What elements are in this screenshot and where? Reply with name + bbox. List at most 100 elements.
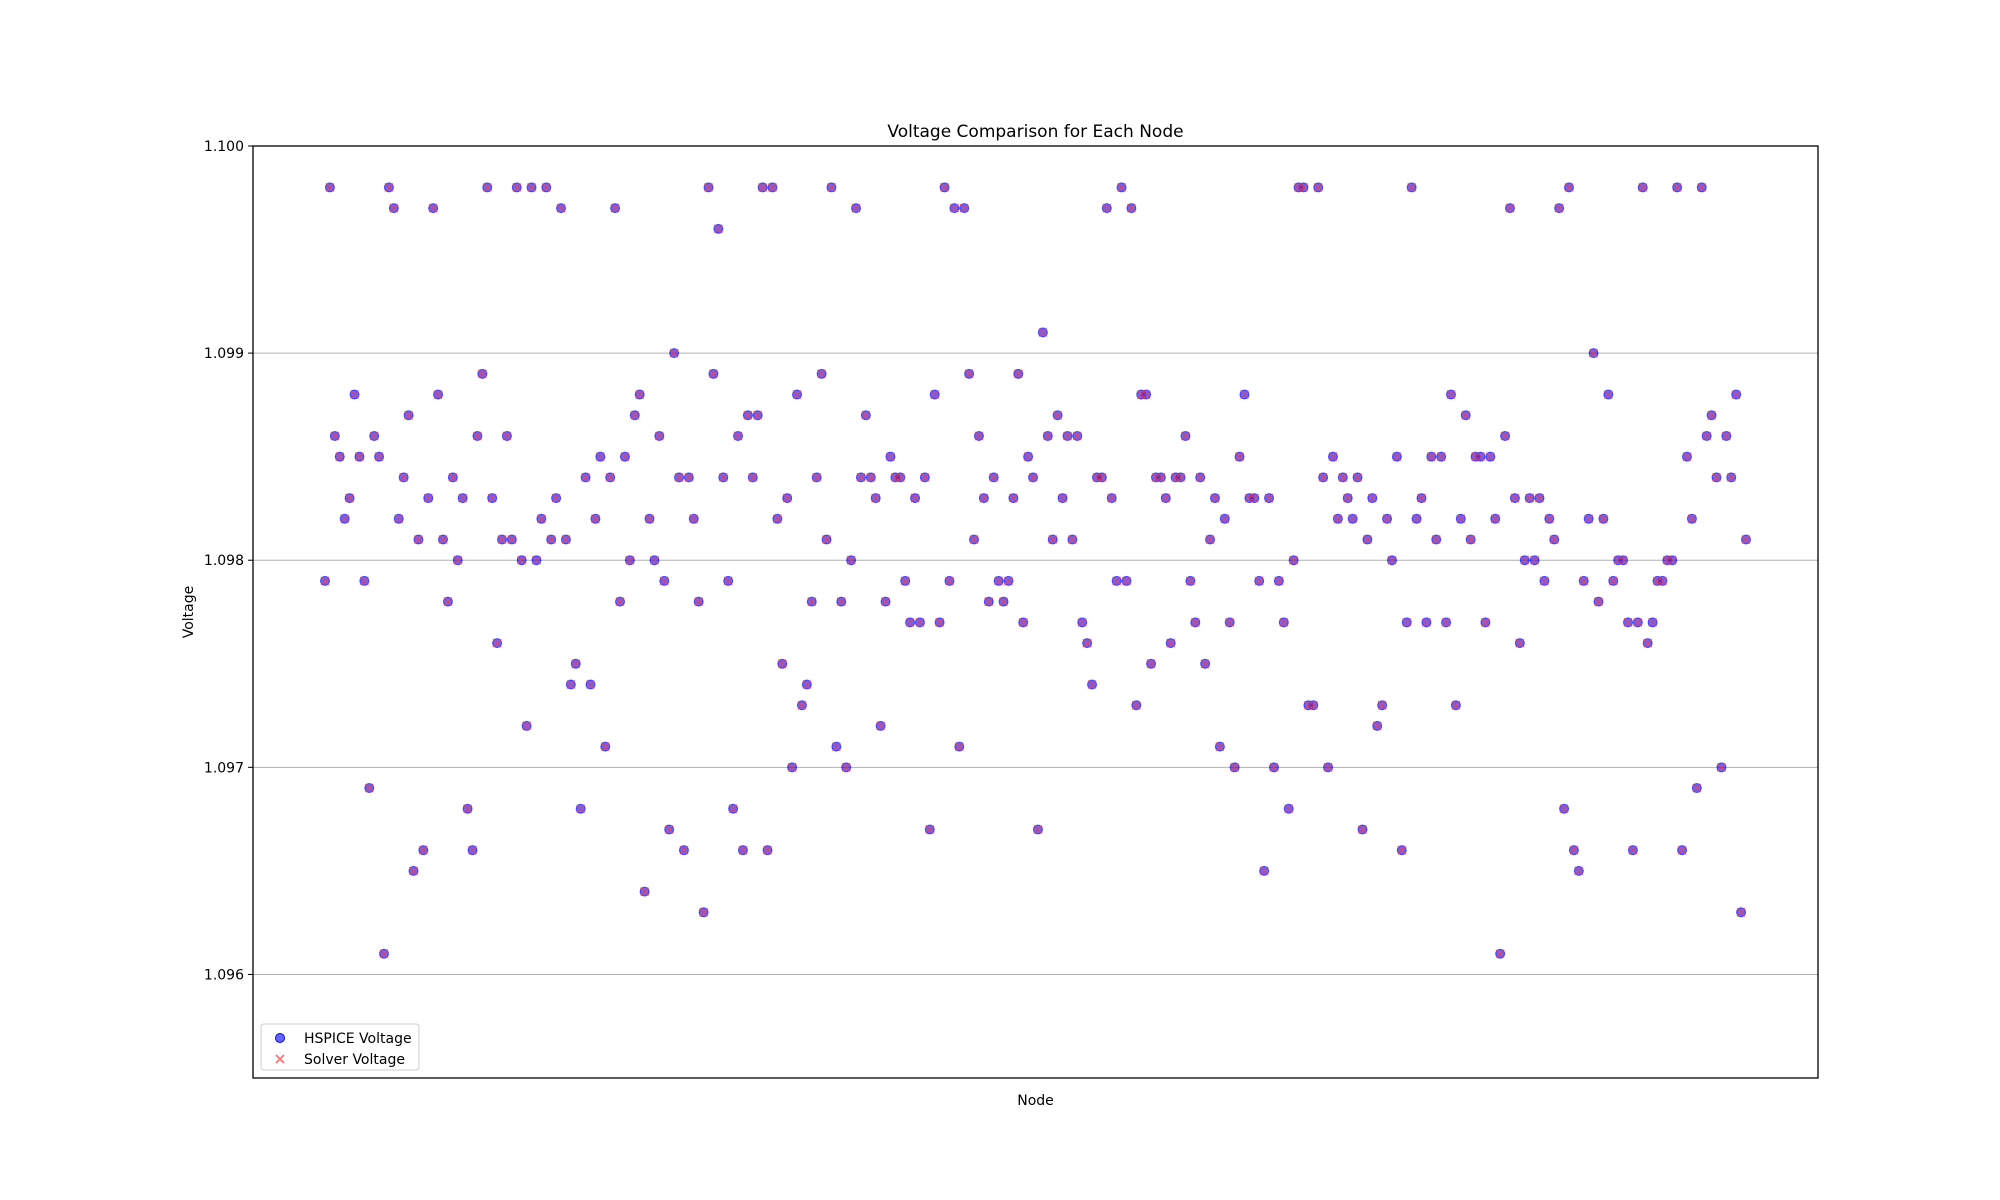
solver-point (694, 597, 704, 607)
solver-point (1549, 534, 1559, 545)
solver-point (1362, 534, 1373, 545)
solver-point (1657, 576, 1668, 586)
solver-point (1313, 182, 1323, 193)
solver-point (1431, 534, 1441, 545)
solver-point (1554, 203, 1564, 213)
solver-point (1588, 348, 1599, 358)
solver-point (1343, 493, 1353, 503)
solver-point (851, 203, 861, 213)
solver-point (1480, 617, 1491, 627)
solver-point (1672, 182, 1682, 193)
solver-point (1633, 617, 1643, 627)
solver-point (1721, 431, 1731, 441)
solver-point (1200, 659, 1210, 669)
solver-point (777, 659, 787, 669)
solver-point (1416, 493, 1427, 503)
solver-point (354, 452, 365, 462)
solver-point (1352, 472, 1363, 483)
solver-point (949, 203, 960, 213)
solver-point (989, 472, 999, 483)
solver-point (349, 389, 360, 400)
solver-point (590, 514, 601, 524)
solver-point (1618, 555, 1628, 565)
solver-point (1190, 617, 1200, 627)
solver-point (900, 576, 910, 586)
solver-point (408, 866, 419, 876)
solver-point (1741, 534, 1751, 545)
solver-point (772, 514, 782, 524)
solver-point (630, 410, 640, 420)
solver-point (644, 514, 655, 524)
solver-point (1077, 617, 1087, 627)
solver-point (915, 617, 925, 627)
solver-point (1205, 534, 1215, 545)
solver-point (1156, 472, 1166, 483)
solver-point (861, 410, 871, 420)
solver-point (708, 369, 719, 379)
solver-point (502, 431, 512, 441)
solver-point (821, 534, 832, 545)
solver-point (998, 597, 1009, 607)
solver-point (556, 203, 566, 213)
solver-point (1126, 203, 1137, 213)
solver-point (399, 472, 409, 483)
solver-point (1166, 638, 1176, 648)
solver-point (831, 741, 841, 752)
y-axis-ticks: 1.096 1.097 1.098 1.099 1.100 (204, 139, 253, 983)
solver-point (920, 472, 930, 483)
solver-point (856, 472, 866, 483)
y-tick-label: 1.099 (204, 346, 244, 362)
solver-point (482, 182, 492, 193)
solver-point (753, 410, 763, 420)
solver-point (320, 576, 330, 586)
solver-point (1215, 741, 1225, 752)
solver-point (905, 617, 915, 627)
solver-point (359, 576, 369, 586)
solver-point (580, 472, 591, 483)
solver-point (1230, 762, 1240, 772)
solver-point (1411, 514, 1422, 524)
solver-point (576, 804, 586, 814)
solver-point (1692, 783, 1702, 793)
solver-point (605, 472, 615, 483)
solver-point (1593, 597, 1604, 607)
solver-point (1569, 845, 1579, 855)
solver-point (477, 369, 487, 379)
legend-box (260, 1023, 420, 1071)
solver-point (895, 472, 905, 483)
solver-point (1259, 866, 1269, 876)
solver-point (379, 949, 389, 959)
solver-point (930, 389, 940, 400)
solver-point (1131, 700, 1141, 710)
solver-point (418, 845, 428, 855)
solver-point (1087, 679, 1097, 690)
legend-hspice-marker (275, 1033, 285, 1043)
solver-point (1052, 410, 1063, 420)
solver-point (458, 493, 468, 503)
legend: HSPICE Voltage Solver Voltage (260, 1023, 420, 1071)
solver-point (807, 597, 817, 607)
solver-point (733, 431, 743, 441)
solver-point (925, 824, 935, 835)
solver-point (1234, 452, 1245, 462)
solver-point (669, 348, 679, 358)
solver-point (1121, 576, 1132, 586)
solver-point (1377, 700, 1387, 710)
solver-point (649, 555, 660, 565)
solver-point (521, 721, 532, 731)
solver-point (1716, 762, 1727, 772)
solver-point (674, 472, 684, 483)
solver-point (1667, 555, 1677, 565)
solver-point (1520, 555, 1530, 565)
solver-point (1274, 576, 1284, 586)
solver-point (1731, 389, 1741, 400)
solver-point (1195, 472, 1205, 483)
solver-point (507, 534, 517, 545)
solver-point (512, 182, 522, 193)
solver-point (1348, 514, 1358, 524)
solver-point (816, 369, 827, 379)
solver-point (1441, 617, 1451, 627)
solver-point (330, 431, 340, 441)
solver-point (1687, 514, 1697, 524)
solver-point (1175, 472, 1186, 483)
